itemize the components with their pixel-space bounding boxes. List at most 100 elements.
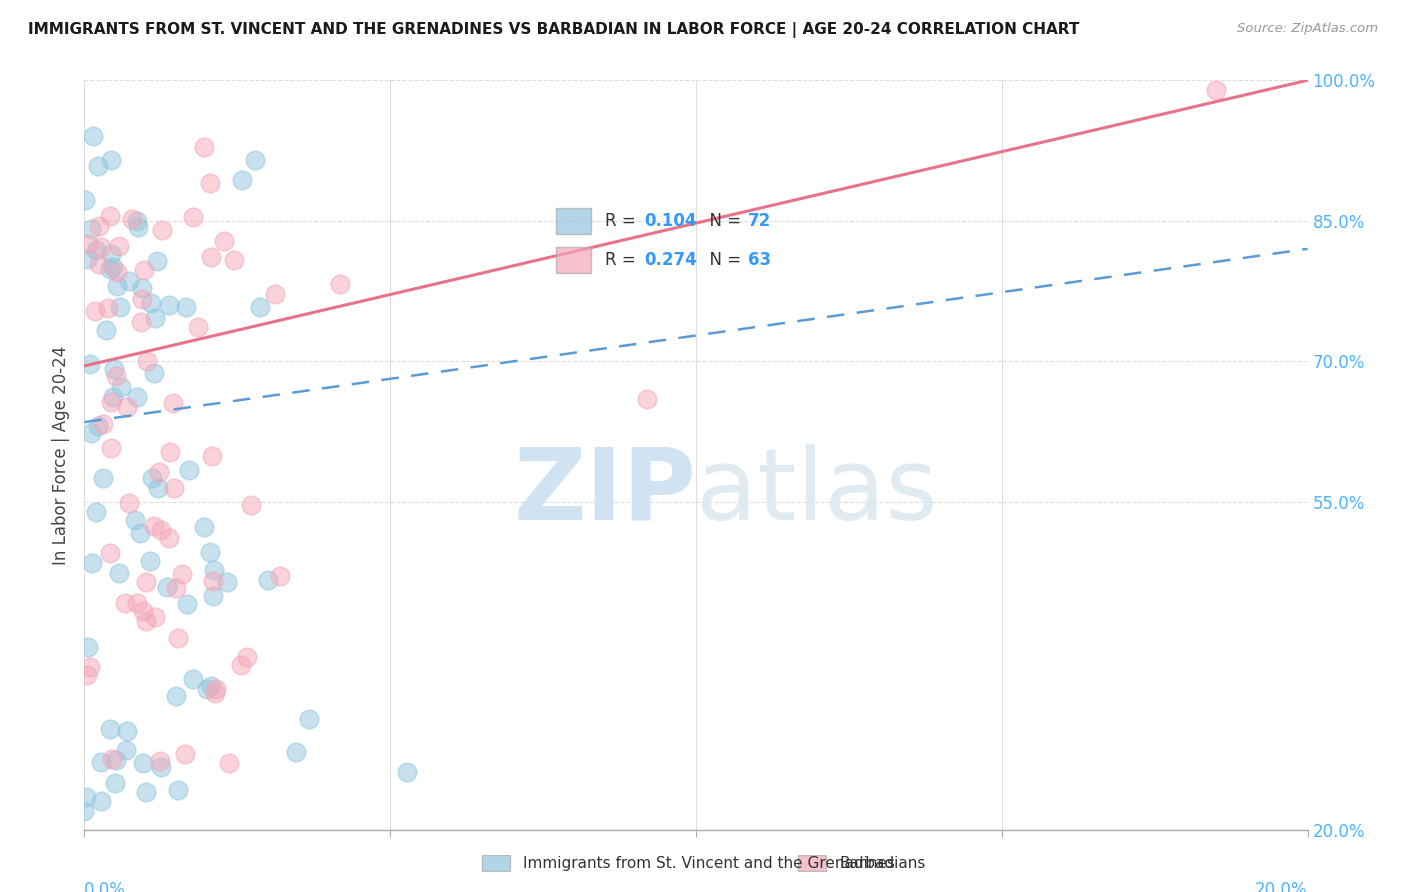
- Point: [129, 525, 152, 540]
- Point: [86, 505, 108, 519]
- Point: [205, 681, 228, 696]
- Point: [94, 323, 117, 337]
- Point: [98, 209, 121, 223]
- Point: [125, 213, 148, 227]
- Point: [231, 172, 253, 186]
- Point: [163, 482, 186, 496]
- Text: N =: N =: [699, 251, 747, 268]
- Point: [86, 418, 108, 433]
- Point: [285, 745, 308, 759]
- Point: [198, 545, 221, 559]
- Point: [240, 498, 263, 512]
- Point: [131, 756, 153, 770]
- Text: Barbadians: Barbadians: [839, 856, 925, 871]
- Point: [98, 261, 121, 276]
- Point: [202, 563, 225, 577]
- Text: atlas: atlas: [696, 444, 938, 541]
- Point: [139, 554, 162, 568]
- Point: [157, 298, 180, 312]
- Point: [90, 240, 112, 254]
- Point: [181, 673, 204, 687]
- Point: [145, 253, 167, 268]
- Point: [156, 580, 179, 594]
- Point: [143, 610, 166, 624]
- Point: [229, 657, 252, 672]
- Point: [193, 520, 215, 534]
- Point: [636, 392, 658, 406]
- Point: [204, 686, 226, 700]
- Point: [201, 450, 224, 464]
- Point: [142, 366, 165, 380]
- Text: R =: R =: [606, 212, 641, 230]
- Point: [100, 394, 122, 409]
- Point: [131, 280, 153, 294]
- Point: [118, 274, 141, 288]
- Point: [84, 244, 107, 258]
- Point: [75, 790, 97, 805]
- Point: [87, 159, 110, 173]
- Y-axis label: In Labor Force | Age 20-24: In Labor Force | Age 20-24: [52, 345, 70, 565]
- Point: [329, 277, 352, 292]
- Point: [105, 278, 128, 293]
- Text: 0.0%: 0.0%: [84, 881, 127, 892]
- Point: [150, 523, 173, 537]
- Point: [124, 513, 146, 527]
- Point: [222, 252, 245, 267]
- Point: [187, 319, 209, 334]
- Point: [82, 128, 104, 143]
- Point: [100, 441, 122, 455]
- Point: [79, 660, 101, 674]
- Point: [84, 303, 107, 318]
- Point: [131, 292, 153, 306]
- Point: [127, 219, 149, 234]
- Point: [152, 223, 174, 237]
- Point: [101, 390, 124, 404]
- Point: [107, 239, 129, 253]
- Point: [174, 747, 197, 762]
- Point: [73, 804, 96, 818]
- Point: [150, 760, 173, 774]
- Point: [100, 752, 122, 766]
- Point: [76, 236, 98, 251]
- Point: [179, 462, 201, 476]
- Point: [100, 153, 122, 167]
- Point: [115, 743, 138, 757]
- Point: [263, 287, 285, 301]
- Point: [91, 417, 114, 431]
- Point: [245, 153, 267, 167]
- Point: [135, 615, 157, 629]
- Point: [157, 531, 180, 545]
- Point: [174, 301, 197, 315]
- Point: [108, 300, 131, 314]
- Text: R =: R =: [606, 251, 641, 268]
- Point: [103, 260, 125, 274]
- Point: [98, 722, 121, 736]
- Point: [165, 689, 187, 703]
- Text: 0.274: 0.274: [644, 251, 697, 268]
- Point: [148, 466, 170, 480]
- Point: [181, 210, 204, 224]
- Point: [104, 776, 127, 790]
- Point: [136, 354, 159, 368]
- Point: [107, 566, 129, 580]
- Point: [114, 596, 136, 610]
- Point: [249, 300, 271, 314]
- Point: [135, 574, 157, 589]
- Point: [139, 296, 162, 310]
- Text: 63: 63: [748, 251, 770, 268]
- Point: [159, 445, 181, 459]
- Point: [91, 470, 114, 484]
- Point: [97, 301, 120, 315]
- Bar: [557, 246, 591, 273]
- Point: [129, 314, 152, 328]
- Point: [143, 311, 166, 326]
- Point: [215, 574, 238, 589]
- Point: [167, 631, 190, 645]
- Point: [80, 425, 103, 440]
- Point: [149, 755, 172, 769]
- Point: [76, 668, 98, 682]
- Point: [167, 782, 190, 797]
- Point: [162, 396, 184, 410]
- Text: Immigrants from St. Vincent and the Grenadines: Immigrants from St. Vincent and the Gren…: [523, 856, 896, 871]
- Text: ZIP: ZIP: [513, 444, 696, 541]
